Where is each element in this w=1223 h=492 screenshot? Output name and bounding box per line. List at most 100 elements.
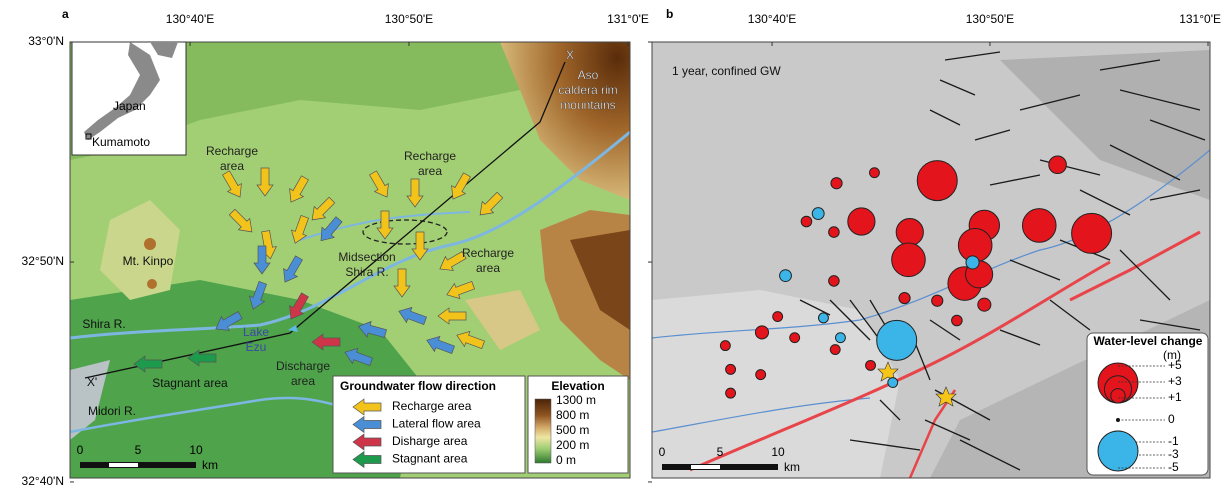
map-label: X (566, 48, 574, 62)
elevation-legend-title: Elevation (551, 379, 604, 393)
well (866, 360, 876, 370)
inset-country: Japan (113, 99, 146, 113)
well (801, 216, 812, 227)
legend-label: Disharge area (392, 434, 468, 448)
lon-tick-label: 130°40'E (748, 12, 796, 26)
map-label: Shira R. (345, 265, 388, 279)
well (870, 168, 880, 178)
elevation-label: 500 m (556, 423, 589, 437)
well (899, 292, 910, 303)
lat-tick-label: 32°40'N (22, 474, 64, 487)
legend-label: -5 (1168, 460, 1179, 474)
well (726, 364, 736, 374)
well (720, 341, 730, 351)
scale-label: 0 (77, 443, 84, 457)
panel-b-title: 1 year, confined GW (672, 64, 781, 78)
well (892, 243, 926, 277)
well (932, 295, 943, 306)
well (812, 208, 824, 220)
inset-city: Kumamoto (92, 135, 150, 149)
map-label: area (418, 164, 442, 178)
lon-tick-label: 130°50'E (385, 12, 433, 26)
elevation-label: 200 m (556, 438, 589, 452)
well (818, 313, 828, 323)
well (1049, 156, 1067, 174)
legend-label: Lateral flow area (392, 417, 481, 431)
scale-bar (109, 463, 138, 467)
panel-label: b (666, 7, 673, 21)
water-level-legend: Water-level change (m) +5+3+10-1-3-5 (1087, 333, 1208, 475)
scale-label: 10 (189, 443, 203, 457)
map-label: Aso (578, 68, 599, 82)
lon-tick-label: 130°50'E (966, 12, 1014, 26)
map-label: Recharge (206, 144, 258, 158)
well (756, 370, 766, 380)
map-label: Ezu (246, 340, 267, 354)
map-label: Mt. Kinpo (123, 254, 174, 268)
scale-label: 5 (135, 443, 142, 457)
legend-label: +5 (1168, 358, 1182, 372)
inset: Japan Kumamoto (72, 42, 186, 155)
legend-label: +1 (1168, 390, 1182, 404)
well (780, 270, 792, 282)
well (831, 178, 842, 189)
well (1022, 209, 1056, 243)
panel-label: a (62, 7, 69, 21)
well (829, 276, 840, 287)
lat-tick-label: 32°50'N (22, 254, 64, 268)
legend-title: Water-level change (1094, 334, 1203, 348)
well (755, 326, 768, 339)
legend-label: Stagnant area (392, 452, 468, 466)
well (1072, 213, 1112, 253)
well (835, 333, 845, 343)
well (848, 208, 875, 235)
scale-bar (691, 465, 720, 469)
well (966, 256, 979, 269)
well (888, 378, 898, 388)
elevation-label: 800 m (556, 408, 589, 422)
map-label: Stagnant area (152, 376, 228, 390)
scale-label: 10 (771, 445, 785, 459)
well (773, 312, 783, 322)
map-label: area (476, 261, 500, 275)
map-label: area (220, 159, 244, 173)
lat-tick-label: 33°0'N (28, 34, 64, 48)
map-label: mountains (560, 98, 615, 112)
well (952, 315, 963, 326)
map-label: caldera rim (558, 83, 617, 97)
map-label: area (291, 374, 315, 388)
map-label: X' (87, 375, 97, 389)
map-label: Recharge (404, 149, 456, 163)
map-label: Midsection (338, 250, 395, 264)
well (877, 320, 917, 360)
scale-unit: km (202, 458, 218, 472)
lon-tick-label: 130°40'E (166, 12, 214, 26)
legend-label: -3 (1168, 447, 1179, 461)
well (896, 218, 923, 245)
figure: Japan Kumamoto Groundwater flow directio… (0, 0, 1223, 487)
scale-unit: km (784, 460, 800, 474)
legend-symbol (1098, 431, 1138, 471)
lon-tick-label: 131°0'E (1179, 12, 1221, 26)
well (829, 227, 840, 238)
map-label: Recharge (462, 246, 514, 260)
well (978, 298, 991, 311)
lon-tick-label: 131°0'E (607, 12, 649, 26)
legend-symbol (1111, 389, 1125, 403)
legend-label: Recharge area (392, 399, 472, 413)
well (830, 345, 840, 355)
map-label: Discharge (276, 359, 330, 373)
map-label: Shira R. (82, 317, 125, 331)
well (726, 388, 736, 398)
well (790, 333, 800, 343)
scale-label: 0 (659, 445, 666, 459)
elevation-label: 0 m (556, 453, 576, 467)
legend-label: +3 (1168, 374, 1182, 388)
well (917, 161, 957, 201)
legend-label: 0 (1168, 412, 1175, 426)
flow-legend-title: Groundwater flow direction (340, 379, 496, 393)
legend-label: -1 (1168, 434, 1179, 448)
map-label: Lake (243, 325, 269, 339)
elevation-label: 1300 m (556, 393, 596, 407)
scale-label: 5 (717, 445, 724, 459)
